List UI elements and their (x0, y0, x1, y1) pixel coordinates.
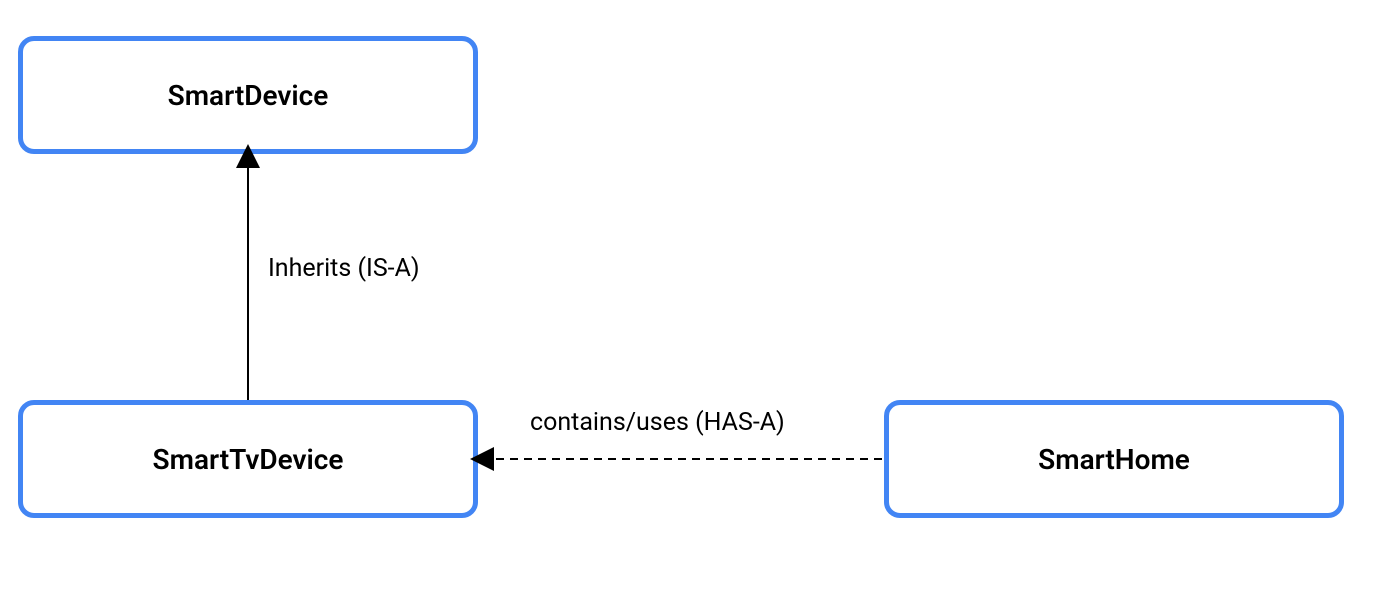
inherits-edge-label: Inherits (IS-A) (268, 254, 420, 283)
class-label-smart-device: SmartDevice (168, 79, 329, 112)
class-label-smart-tv-device: SmartTvDevice (153, 443, 344, 476)
class-box-smart-device: SmartDevice (18, 36, 478, 154)
contains-edge-label: contains/uses (HAS-A) (530, 408, 785, 437)
class-box-smart-home: SmartHome (884, 400, 1344, 518)
class-label-smart-home: SmartHome (1038, 443, 1190, 476)
class-box-smart-tv-device: SmartTvDevice (18, 400, 478, 518)
